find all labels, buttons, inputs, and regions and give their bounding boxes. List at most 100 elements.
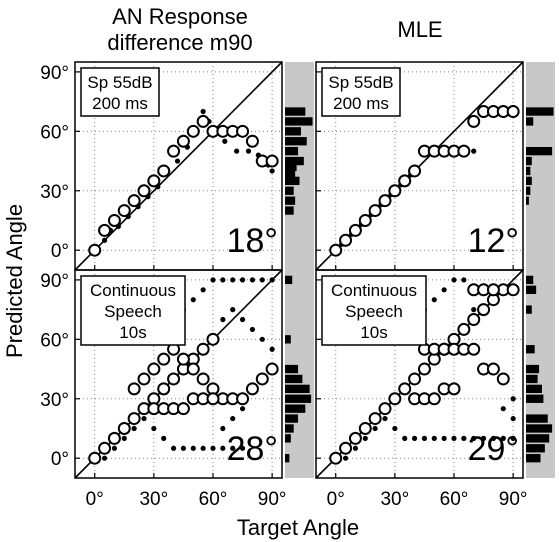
condition-label-text: Speech [345, 302, 403, 321]
data-circle [329, 451, 343, 465]
data-circle [388, 184, 402, 198]
y-tick-label: 60° [40, 122, 69, 143]
data-dot [342, 455, 349, 461]
data-circle [88, 451, 102, 465]
diagonal-line [74, 269, 283, 479]
data-circle [457, 322, 471, 336]
data-dot [510, 396, 516, 402]
y-tick-label: 90° [40, 271, 69, 292]
data-circle [147, 362, 161, 376]
marginal-bar [526, 374, 538, 384]
data-circle [107, 431, 121, 445]
data-dot [500, 406, 506, 412]
data-circle [88, 243, 102, 257]
marginal-bar [526, 146, 553, 156]
data-dot [451, 435, 457, 441]
x-axis-label: Target Angle [237, 515, 359, 540]
panel-2: Sp 55dB 200 ms 12° [315, 61, 555, 271]
condition-label-box [321, 275, 427, 346]
data-circle [506, 105, 520, 119]
data-circle [117, 204, 131, 218]
data-dot [220, 316, 226, 323]
data-circle [98, 223, 112, 237]
data-circle [368, 412, 382, 426]
x-tick-label: 60° [199, 489, 228, 510]
data-circle [378, 194, 392, 208]
data-circle [196, 372, 210, 386]
data-circle [206, 392, 220, 406]
data-circle [467, 313, 481, 327]
marginal-bar [526, 345, 535, 354]
data-circle [265, 154, 279, 168]
data-circle [378, 402, 392, 416]
column-title-left-line1: AN Response [112, 4, 248, 29]
data-dot [180, 445, 187, 451]
data-dot [230, 277, 236, 283]
data-dot [471, 148, 477, 154]
x-tick-label: 30° [139, 489, 168, 510]
data-dot [111, 445, 118, 451]
y-axis-label: Predicted Angle [2, 204, 27, 358]
condition-label-text: Sp 55dB [87, 73, 152, 92]
data-circle [245, 134, 259, 148]
marginal-bar [285, 117, 313, 126]
data-dot [239, 445, 246, 451]
marginal-bar [526, 166, 531, 176]
y-tick-label: 60° [40, 330, 69, 351]
data-circle [358, 213, 372, 227]
marginal-bar [526, 117, 534, 126]
data-dot [190, 445, 196, 451]
marginal-bar [526, 444, 545, 453]
marginal-bar [526, 414, 548, 423]
data-circle [176, 134, 190, 148]
y-tick-label: 0° [51, 241, 69, 262]
condition-label-text: Continuous [331, 281, 417, 300]
data-dot [200, 445, 206, 451]
data-circle [368, 204, 382, 218]
marginal-bar [526, 196, 529, 205]
marginal-bar [526, 394, 544, 403]
error-label: 28° [227, 430, 278, 468]
data-circle [339, 441, 353, 455]
data-dot [461, 277, 467, 283]
error-label: 12° [468, 222, 519, 260]
column-title-left-line2: difference m90 [107, 30, 252, 55]
data-circle [107, 213, 121, 227]
data-dot [441, 287, 447, 293]
data-circle [408, 372, 422, 386]
data-circle [447, 382, 461, 396]
marginal-strip [526, 62, 555, 270]
data-dot [402, 435, 408, 441]
data-dot [500, 435, 506, 441]
data-dot [101, 455, 108, 461]
data-dot [200, 108, 206, 115]
data-dot [269, 168, 275, 174]
panel-frame [74, 269, 283, 479]
marginal-bar [526, 454, 541, 463]
marginal-bar [285, 384, 310, 394]
marginal-bar [285, 434, 291, 443]
condition-label-text: Continuous [90, 281, 176, 300]
data-dot [239, 406, 246, 412]
data-circle [339, 233, 353, 247]
data-circle [496, 372, 510, 386]
marginal-bar [526, 424, 553, 433]
data-circle [157, 164, 171, 178]
marginal-bar [285, 424, 294, 433]
data-dot [131, 425, 137, 432]
data-circle [147, 174, 161, 188]
marginal-bar [526, 176, 532, 186]
marginal-bar [526, 275, 534, 285]
marginal-bar [526, 186, 531, 195]
data-circle [358, 421, 372, 435]
data-circle [127, 194, 141, 208]
data-dot [510, 415, 516, 422]
data-dot [431, 435, 437, 441]
data-dot [230, 445, 236, 451]
data-dot [200, 287, 206, 293]
data-dot [210, 277, 216, 283]
data-circle [329, 243, 343, 257]
marginal-bar [526, 384, 542, 394]
data-dot [259, 277, 265, 283]
